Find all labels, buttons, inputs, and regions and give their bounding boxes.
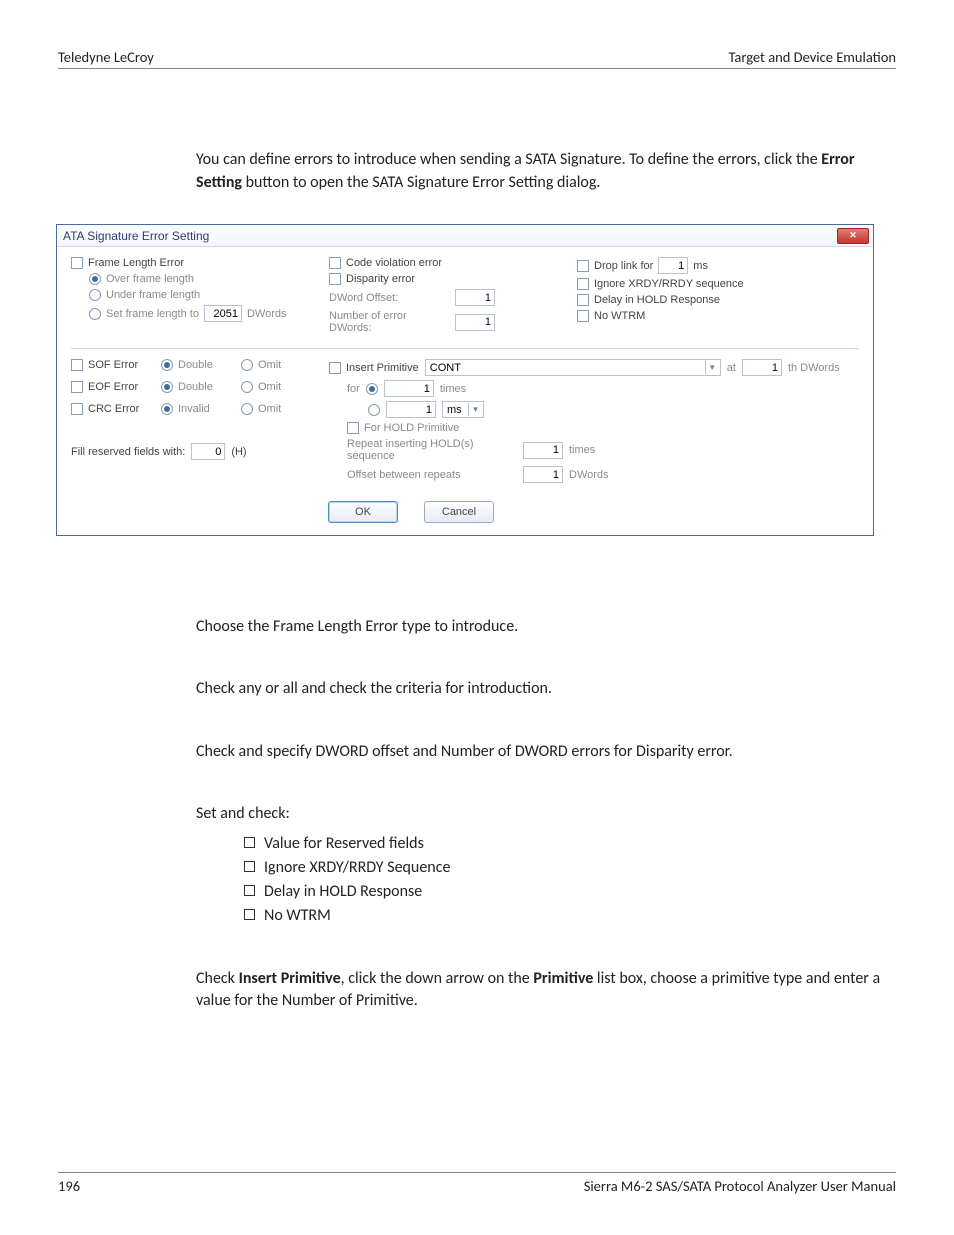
crc-error-checkbox[interactable]: CRC Error bbox=[71, 403, 161, 415]
fill-reserved-input[interactable] bbox=[191, 443, 225, 460]
dialog-body: Frame Length Error Over frame length Und… bbox=[57, 247, 873, 535]
close-icon: ✕ bbox=[849, 230, 857, 241]
paragraph: Check and specify DWORD offset and Numbe… bbox=[196, 741, 894, 763]
for-times-radio[interactable] bbox=[366, 383, 378, 395]
paragraph: Choose the Frame Length Error type to in… bbox=[196, 616, 894, 638]
over-frame-radio[interactable]: Over frame length bbox=[89, 273, 301, 285]
eof-error-checkbox[interactable]: EOF Error bbox=[71, 381, 161, 393]
separator bbox=[71, 348, 859, 349]
for-hold-primitive-checkbox[interactable]: For HOLD Primitive bbox=[347, 422, 859, 434]
code-violation-checkbox[interactable]: Code violation error bbox=[329, 257, 549, 269]
dialog-title: ATA Signature Error Setting bbox=[63, 229, 209, 243]
for-ms-input[interactable] bbox=[386, 401, 436, 418]
body-text: Choose the Frame Length Error type to in… bbox=[196, 616, 894, 1052]
cancel-button[interactable]: Cancel bbox=[424, 501, 494, 523]
list-item: No WTRM bbox=[244, 904, 894, 928]
crc-omit-radio[interactable]: Omit bbox=[241, 403, 301, 415]
insert-primitive-group: Insert Primitive ▼ at th DWords for time… bbox=[329, 359, 859, 487]
list-item: Value for Reserved fields bbox=[244, 832, 894, 856]
chevron-down-icon: ▼ bbox=[468, 403, 482, 416]
intro-paragraph: You can define errors to introduce when … bbox=[196, 148, 894, 194]
num-error-dwords-input[interactable] bbox=[455, 314, 495, 331]
close-button[interactable]: ✕ bbox=[837, 228, 869, 244]
offset-between-input[interactable] bbox=[523, 466, 563, 483]
error-setting-dialog: ATA Signature Error Setting ✕ Frame Leng… bbox=[56, 224, 874, 536]
manual-title: Sierra M6-2 SAS/SATA Protocol Analyzer U… bbox=[584, 1177, 896, 1195]
disparity-checkbox[interactable]: Disparity error bbox=[329, 273, 549, 285]
paragraph: Check any or all and check the criteria … bbox=[196, 678, 894, 700]
frame-length-group: Frame Length Error Over frame length Und… bbox=[71, 257, 301, 338]
under-frame-radio[interactable]: Under frame length bbox=[89, 289, 301, 301]
page-header: Teledyne LeCroy Target and Device Emulat… bbox=[58, 48, 896, 69]
header-left: Teledyne LeCroy bbox=[58, 48, 154, 66]
set-check-heading: Set and check: bbox=[196, 803, 894, 825]
chevron-down-icon: ▼ bbox=[705, 361, 719, 374]
page-footer: 196 Sierra M6-2 SAS/SATA Protocol Analyz… bbox=[58, 1172, 896, 1195]
code-disparity-group: Code violation error Disparity error DWo… bbox=[329, 257, 549, 338]
frame-length-checkbox[interactable]: Frame Length Error bbox=[71, 257, 301, 269]
set-frame-length-radio[interactable]: Set frame length to DWords bbox=[89, 305, 301, 322]
for-times-input[interactable] bbox=[384, 380, 434, 397]
dword-offset-input[interactable] bbox=[455, 289, 495, 306]
dialog-buttons: OK Cancel bbox=[281, 501, 541, 523]
for-ms-radio[interactable] bbox=[368, 404, 380, 416]
ignore-xrdy-checkbox[interactable]: Ignore XRDY/RRDY sequence bbox=[577, 278, 859, 290]
eof-double-radio[interactable]: Double bbox=[161, 381, 241, 393]
checklist: Value for Reserved fields Ignore XRDY/RR… bbox=[196, 832, 894, 928]
at-dwords-input[interactable] bbox=[742, 359, 782, 376]
link-options-group: Drop link for ms Ignore XRDY/RRDY sequen… bbox=[577, 257, 859, 338]
paragraph: Check Insert Primitive, click the down a… bbox=[196, 968, 894, 1013]
sof-omit-radio[interactable]: Omit bbox=[241, 359, 301, 371]
drop-link-checkbox[interactable]: Drop link for ms bbox=[577, 257, 859, 274]
list-item: Ignore XRDY/RRDY Sequence bbox=[244, 856, 894, 880]
set-frame-length-input[interactable] bbox=[204, 305, 242, 322]
page-number: 196 bbox=[58, 1177, 80, 1195]
delay-hold-checkbox[interactable]: Delay in HOLD Response bbox=[577, 294, 859, 306]
crc-invalid-radio[interactable]: Invalid bbox=[161, 403, 241, 415]
sof-error-checkbox[interactable]: SOF Error bbox=[71, 359, 161, 371]
ok-button[interactable]: OK bbox=[328, 501, 398, 523]
primitive-dropdown[interactable]: ▼ bbox=[425, 359, 721, 376]
drop-link-input[interactable] bbox=[658, 257, 688, 274]
repeat-seq-input[interactable] bbox=[523, 442, 563, 459]
list-item: Delay in HOLD Response bbox=[244, 880, 894, 904]
sof-double-radio[interactable]: Double bbox=[161, 359, 241, 371]
header-right: Target and Device Emulation bbox=[728, 48, 896, 66]
dialog-titlebar: ATA Signature Error Setting ✕ bbox=[57, 225, 873, 247]
eof-omit-radio[interactable]: Omit bbox=[241, 381, 301, 393]
insert-primitive-checkbox[interactable]: Insert Primitive bbox=[329, 362, 419, 374]
sof-eof-crc-group: SOF Error Double Omit EOF Error Double O… bbox=[71, 359, 301, 487]
no-wtrm-checkbox[interactable]: No WTRM bbox=[577, 310, 859, 322]
time-unit-dropdown[interactable]: ▼ bbox=[442, 401, 484, 418]
